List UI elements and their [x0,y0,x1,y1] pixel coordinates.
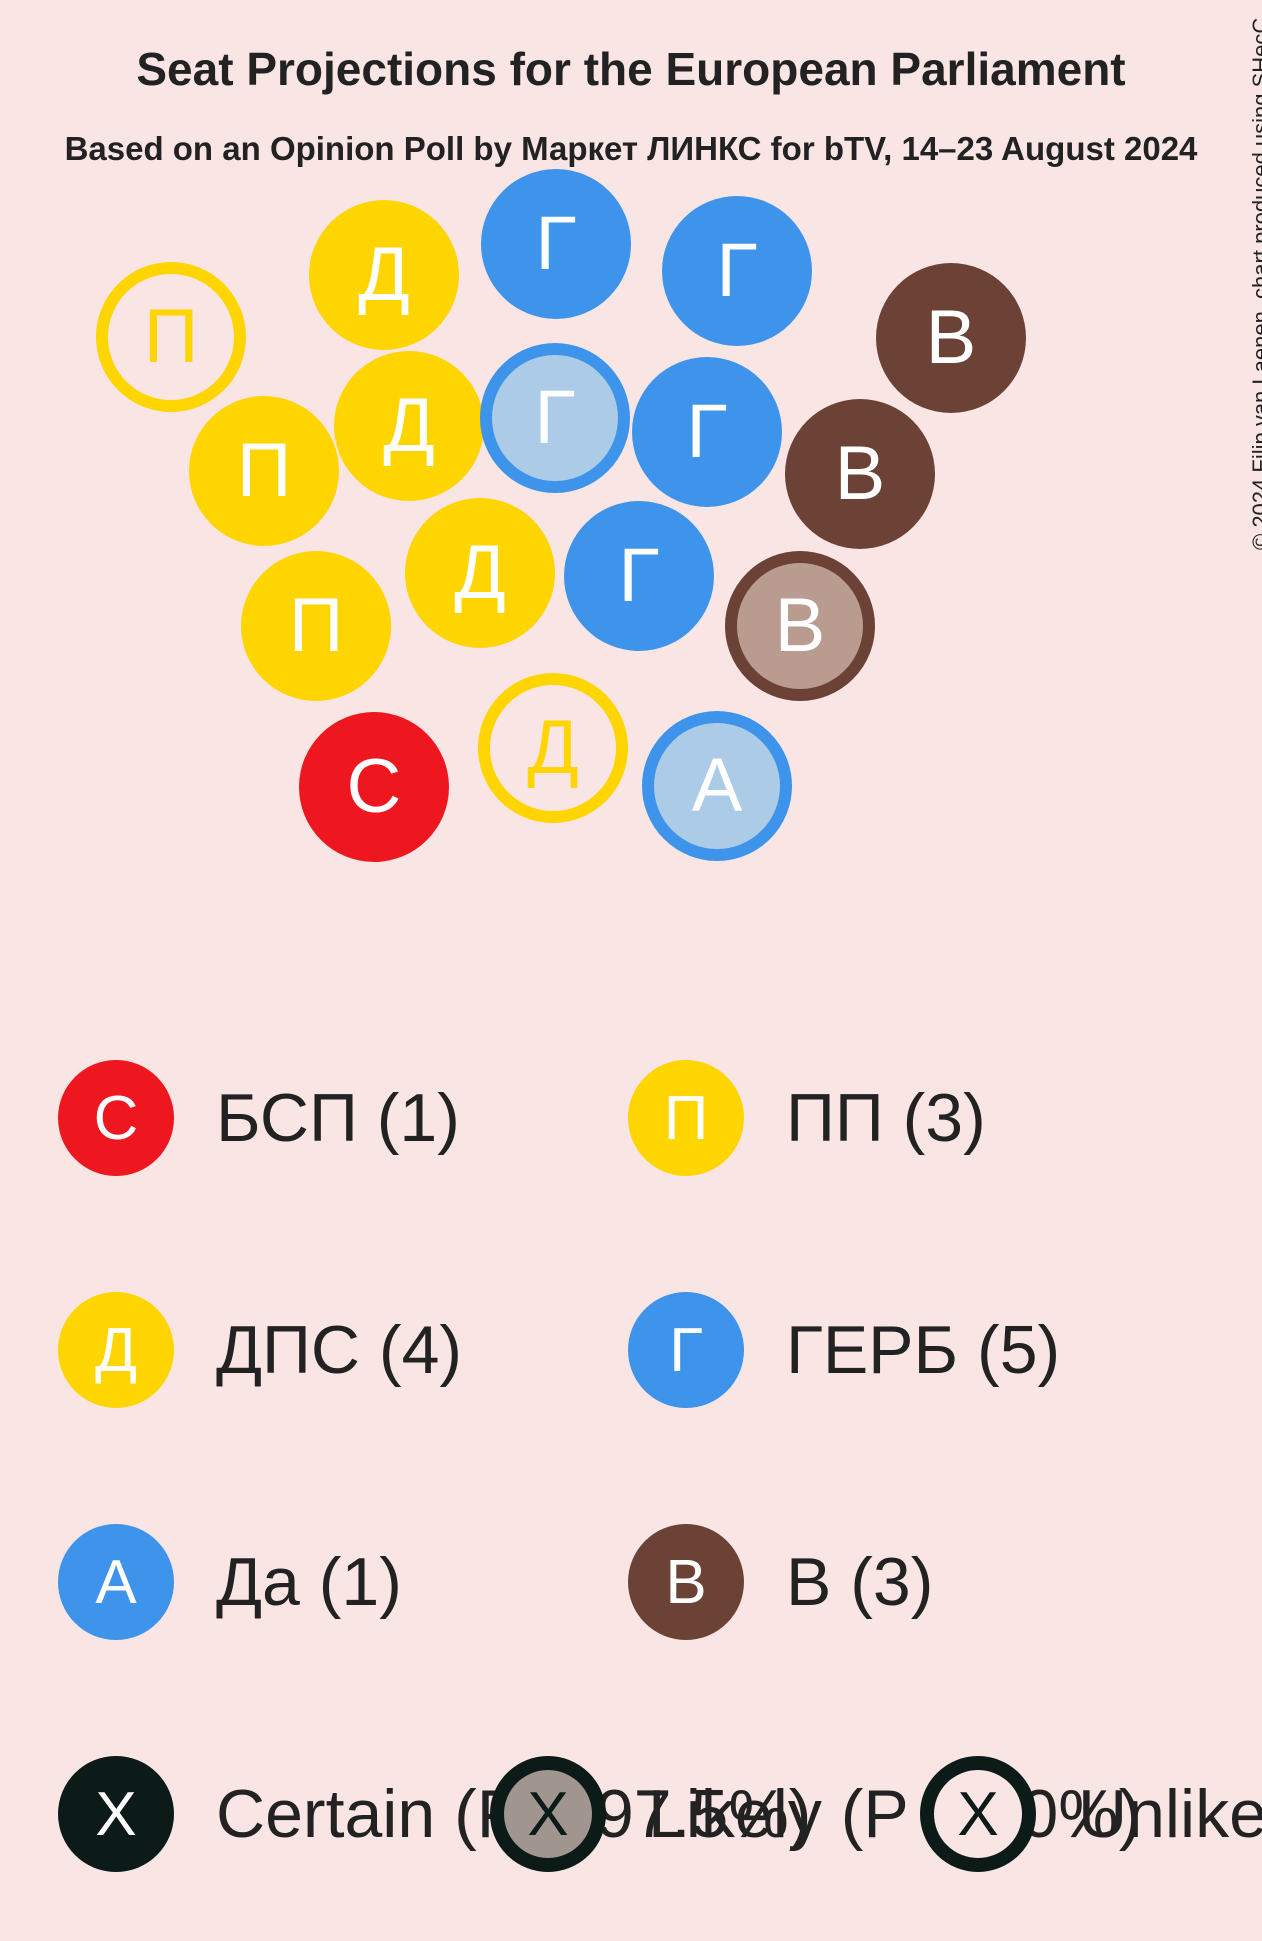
legend-label: ГЕРБ (5) [786,1311,1060,1389]
legend-entry: Г ГЕРБ (5) [628,1292,1060,1408]
legend-label: ДПС (4) [216,1311,462,1389]
legend-swatch-letter: Г [669,1315,703,1386]
seat-letter: В [926,300,977,376]
seat: В [876,263,1026,413]
seat-letter: Г [686,394,727,470]
chart-title: Seat Projections for the European Parlia… [0,42,1262,96]
seat-letter: Г [534,380,575,456]
seat-letter: В [835,436,886,512]
seat: В [785,399,935,549]
legend-swatch-letter: С [94,1083,139,1154]
seat: В [725,551,875,701]
legend-entry: Д ДПС (4) [58,1292,462,1408]
legend-entry: С БСП (1) [58,1060,460,1176]
seat-letter: Д [527,710,578,786]
probability-label: Unlikely [1078,1775,1262,1853]
probability-swatch: X [58,1756,174,1872]
seat: Д [309,200,459,350]
legend-swatch-letter: А [95,1547,136,1618]
seat-letter: П [289,588,344,664]
probability-swatch: X [920,1756,1036,1872]
legend-label: БСП (1) [216,1079,460,1157]
seat-letter: А [692,748,743,824]
legend-swatch-letter: П [664,1083,709,1154]
seat: Г [632,357,782,507]
seat: Г [480,343,630,493]
probability-swatch-letter: X [957,1779,998,1850]
legend-entry: А Да (1) [58,1524,402,1640]
seat-letter: Д [358,237,409,313]
seat: Г [564,501,714,651]
legend-entry: П ПП (3) [628,1060,986,1176]
legend-swatch: П [628,1060,744,1176]
seat: Д [405,498,555,648]
legend-label: В (3) [786,1543,933,1621]
seat: П [96,262,246,412]
legend-swatch: С [58,1060,174,1176]
legend-swatch: Д [58,1292,174,1408]
legend-swatch-letter: В [665,1547,706,1618]
legend-label: Да (1) [216,1543,402,1621]
legend-label: ПП (3) [786,1079,986,1157]
seat-letter: Г [618,538,659,614]
legend-swatch-letter: Д [95,1315,137,1386]
seat: Д [478,673,628,823]
seat: Г [662,196,812,346]
seat-letter: С [347,749,402,825]
seat: Д [334,351,484,501]
legend-swatch: В [628,1524,744,1640]
legend-entry: В В (3) [628,1524,933,1640]
chart-credit: © 2024 Filip van Laenen, chart produced … [1248,18,1262,550]
seat-letter: П [144,299,199,375]
probability-swatch-letter: X [527,1779,568,1850]
seat-letter: Д [454,535,505,611]
chart-subtitle: Based on an Opinion Poll by Маркет ЛИНКС… [0,130,1262,168]
seat-letter: В [775,588,826,664]
seat-letter: Д [383,388,434,464]
probability-entry: X Unlikely [920,1756,1262,1872]
seat-letter: Г [535,206,576,282]
seat: С [299,712,449,862]
seat: А [642,711,792,861]
seat: П [241,551,391,701]
probability-swatch-letter: X [95,1779,136,1850]
seat: Г [481,169,631,319]
probability-swatch: X [490,1756,606,1872]
seat-letter: П [237,433,292,509]
seat: П [189,396,339,546]
seat-letter: Г [716,233,757,309]
legend-swatch: Г [628,1292,744,1408]
legend-swatch: А [58,1524,174,1640]
